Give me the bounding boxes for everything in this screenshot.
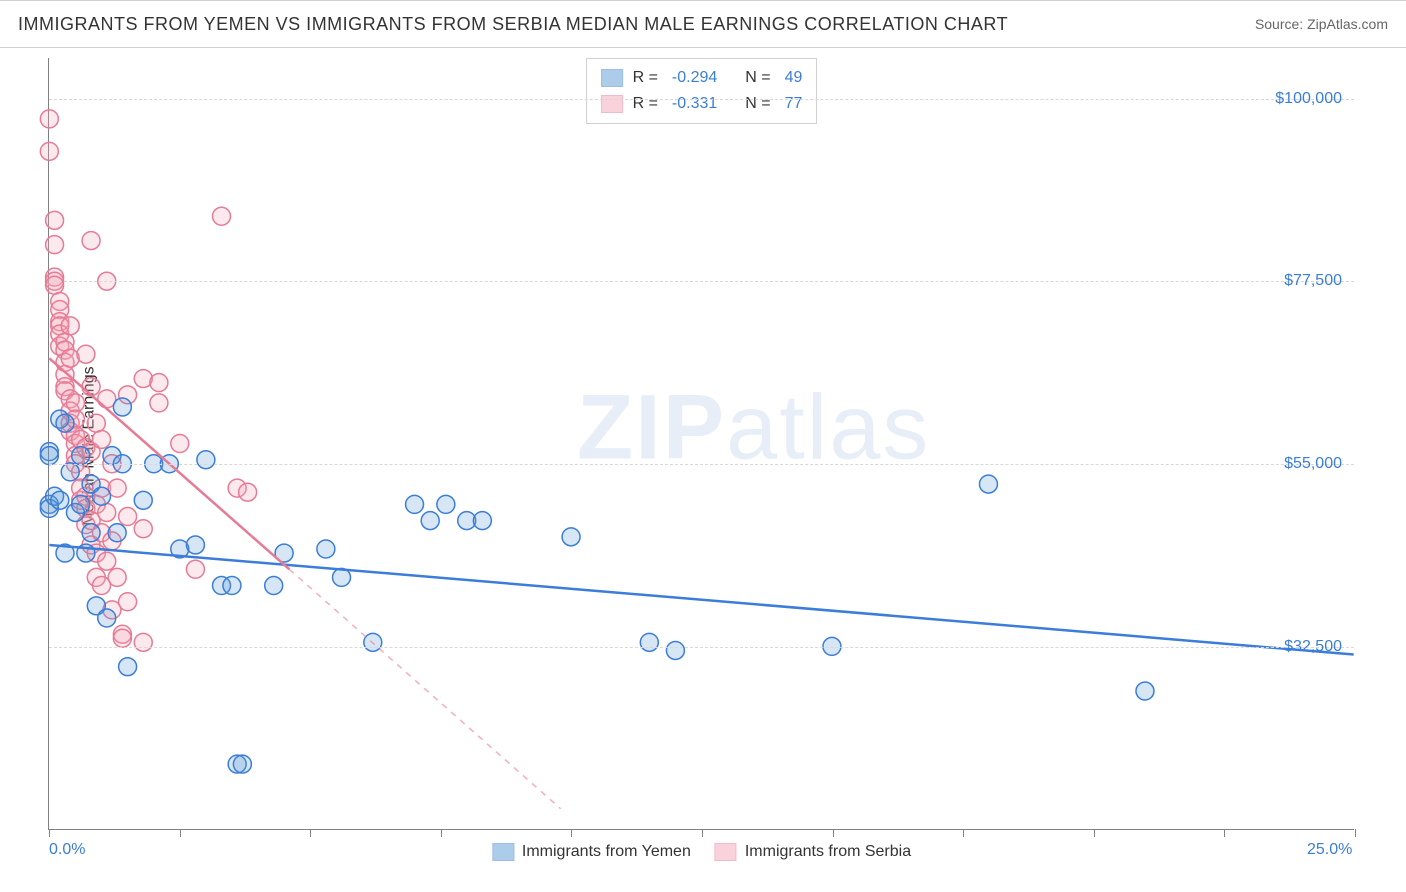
x-tick [310, 829, 311, 837]
legend-correlation: R = -0.294 N = 49 R = -0.331 N = 77 [586, 58, 818, 124]
x-tick-label: 0.0% [49, 841, 85, 859]
r-label: R = [633, 91, 658, 117]
x-tick [49, 829, 50, 837]
n-label: N = [745, 91, 770, 117]
series-label: Immigrants from Serbia [745, 843, 911, 861]
plot-area: ZIPatlas R = -0.294 N = 49 R = -0.331 N … [48, 58, 1354, 830]
legend-correlation-row: R = -0.331 N = 77 [601, 91, 803, 117]
r-value: -0.294 [672, 65, 717, 91]
x-tick [702, 829, 703, 837]
n-value: 77 [785, 91, 803, 117]
y-tick-label: $100,000 [1275, 90, 1342, 108]
y-tick-label: $55,000 [1284, 455, 1342, 473]
swatch-icon [715, 843, 737, 861]
source-label: Source: ZipAtlas.com [1255, 16, 1388, 32]
legend-correlation-row: R = -0.294 N = 49 [601, 65, 803, 91]
chart-svg [49, 58, 1354, 829]
x-tick [1224, 829, 1225, 837]
legend-series-item: Immigrants from Yemen [492, 843, 691, 861]
gridline [49, 281, 1354, 282]
x-tick [441, 829, 442, 837]
chart-title: IMMIGRANTS FROM YEMEN VS IMMIGRANTS FROM… [18, 14, 1008, 35]
x-tick [1355, 829, 1356, 837]
legend-series: Immigrants from Yemen Immigrants from Ser… [492, 843, 911, 861]
r-value: -0.331 [672, 91, 717, 117]
y-tick-label: $77,500 [1284, 272, 1342, 290]
x-tick [571, 829, 572, 837]
n-value: 49 [785, 65, 803, 91]
gridline [49, 99, 1354, 100]
x-tick [1094, 829, 1095, 837]
series-label: Immigrants from Yemen [522, 843, 691, 861]
x-tick [963, 829, 964, 837]
title-bar: IMMIGRANTS FROM YEMEN VS IMMIGRANTS FROM… [0, 0, 1406, 48]
legend-series-item: Immigrants from Serbia [715, 843, 911, 861]
x-tick [833, 829, 834, 837]
gridline [49, 464, 1354, 465]
gridline [49, 647, 1354, 648]
swatch-icon [492, 843, 514, 861]
r-label: R = [633, 65, 658, 91]
y-tick-label: $32,500 [1284, 638, 1342, 656]
x-tick-label: 25.0% [1307, 841, 1352, 859]
swatch-icon [601, 69, 623, 87]
x-tick [180, 829, 181, 837]
n-label: N = [745, 65, 770, 91]
